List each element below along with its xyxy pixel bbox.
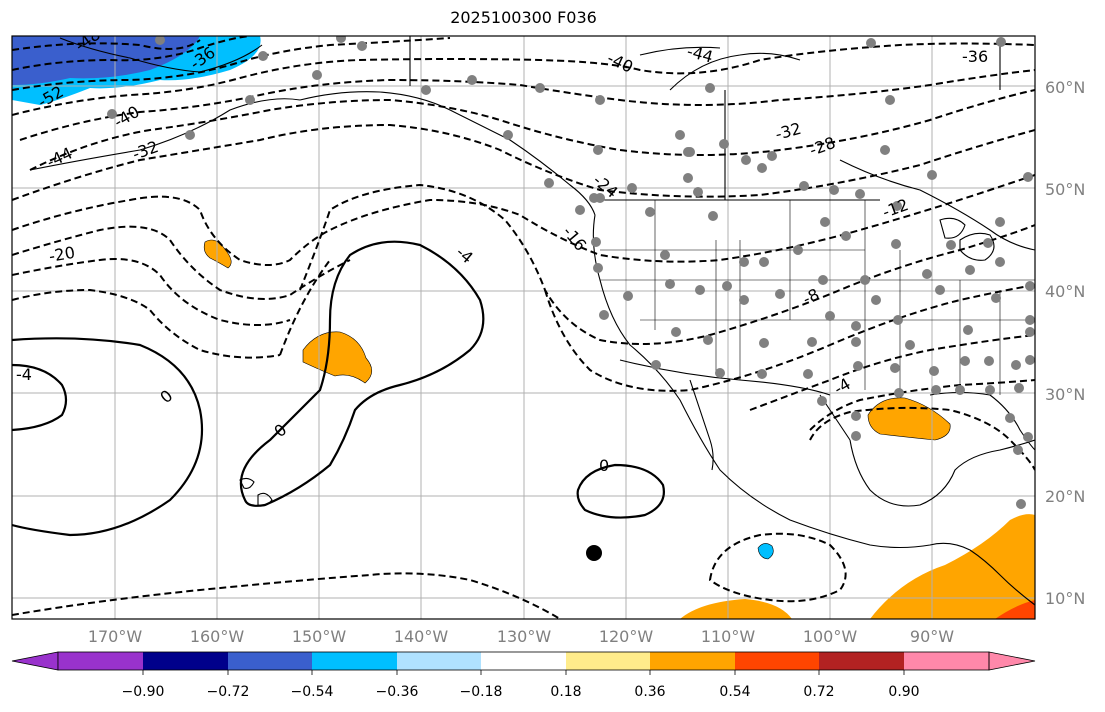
lon-label: 170°W	[88, 627, 143, 646]
lat-label: 60°N	[1045, 78, 1085, 97]
lat-label: 40°N	[1045, 282, 1085, 301]
contours-solid	[12, 240, 665, 537]
contour-label: 0	[599, 456, 609, 475]
lon-label: 160°W	[190, 627, 245, 646]
colorbar-segment	[397, 652, 481, 670]
lat-label: 30°N	[1045, 385, 1085, 404]
storm-center-marker	[586, 545, 602, 561]
longitude-labels: 170°W 160°W 150°W 140°W 130°W 120°W 110°…	[88, 627, 954, 646]
colorbar-segment	[566, 652, 650, 670]
contour-label: -32	[130, 137, 161, 164]
lon-label: 150°W	[292, 627, 347, 646]
contour-label: -4	[452, 243, 476, 268]
contour-label: -28	[807, 133, 838, 160]
lon-label: 110°W	[701, 627, 756, 646]
lon-label: 100°W	[803, 627, 858, 646]
colorbar-segment	[58, 652, 143, 670]
colorbar-frame	[57, 651, 990, 671]
colorbar-segment	[988, 651, 1036, 671]
colorbar-tick-label: −0.18	[460, 684, 503, 700]
colorbar-segment	[481, 652, 566, 670]
contour-label: -40	[604, 48, 636, 76]
colorbar-segment	[819, 652, 904, 670]
contour-label: -44	[44, 143, 76, 171]
colorbar: −0.90 −0.72 −0.54 −0.36 −0.18 0.18 0.36 …	[11, 651, 1036, 700]
contour-label: 0	[156, 386, 176, 407]
contour-label: -12	[880, 195, 911, 222]
lat-label: 20°N	[1045, 487, 1085, 506]
lat-label: 50°N	[1045, 180, 1085, 199]
colorbar-segment	[650, 652, 735, 670]
colorbar-segment	[312, 652, 397, 670]
lon-label: 90°W	[910, 627, 954, 646]
contour-label: -20	[47, 243, 76, 266]
colorbar-tick-label: 0.36	[634, 684, 665, 700]
latitude-labels: 60°N 50°N 40°N 30°N 20°N 10°N	[1045, 78, 1085, 608]
contour-label: -36	[962, 47, 988, 66]
colorbar-tick-label: −0.54	[291, 684, 334, 700]
contour-label: -4	[16, 365, 32, 384]
colorbar-segment	[904, 652, 989, 670]
lon-label: 120°W	[599, 627, 654, 646]
colorbar-tick-label: 0.90	[888, 684, 919, 700]
contour-label: -44	[685, 42, 715, 67]
coastlines	[29, 36, 1035, 606]
colorbar-tick-label: −0.36	[376, 684, 419, 700]
colorbar-segment	[143, 652, 228, 670]
contour-label: -8	[800, 285, 822, 309]
lat-label: 10°N	[1045, 589, 1085, 608]
contour-label: -32	[773, 119, 803, 144]
lon-label: 140°W	[394, 627, 449, 646]
colorbar-segment	[735, 652, 819, 670]
colorbar-tick-label: 0.18	[550, 684, 581, 700]
lon-label: 130°W	[497, 627, 552, 646]
colorbar-tick-label: 0.54	[719, 684, 750, 700]
colorbar-segment	[228, 652, 312, 670]
colorbar-tick-label: −0.90	[122, 684, 165, 700]
colorbar-segment	[11, 651, 59, 671]
colorbar-tick-label: 0.72	[803, 684, 834, 700]
station-dots	[107, 36, 1035, 509]
map-frame	[11, 35, 1036, 620]
colorbar-tick-label: −0.72	[207, 684, 250, 700]
map-title: 2025100300 F036	[450, 8, 597, 27]
